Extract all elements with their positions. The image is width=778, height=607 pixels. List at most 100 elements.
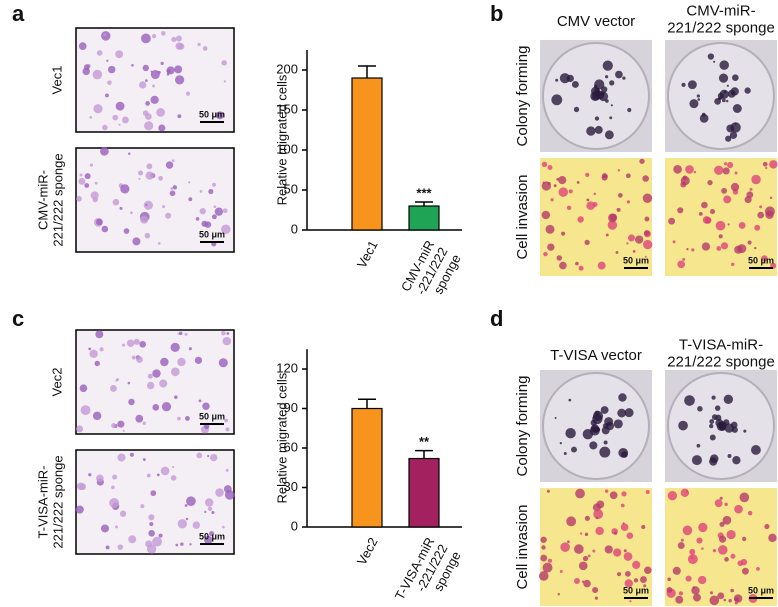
texture-spot	[584, 239, 590, 246]
texture-spot	[198, 399, 202, 403]
texture-spot	[204, 535, 213, 545]
texture-spot	[592, 202, 598, 207]
texture-spot	[225, 468, 229, 472]
texture-spot	[759, 205, 763, 209]
texture-spot	[682, 525, 693, 536]
texture-spot	[627, 107, 632, 113]
texture-spot	[589, 441, 598, 450]
texture-spot	[730, 182, 740, 192]
texture-spot	[609, 213, 617, 221]
texture-spot	[126, 339, 135, 348]
texture-spot	[715, 220, 726, 231]
texture-spot	[718, 424, 723, 429]
y-tick-label: 30	[284, 479, 298, 494]
texture-spot	[689, 99, 699, 109]
texture-spot	[723, 394, 734, 404]
texture-spot	[584, 515, 590, 521]
texture-spot	[709, 595, 720, 606]
texture-spot	[734, 601, 738, 605]
panel-label: d	[490, 306, 503, 331]
texture-spot	[117, 420, 125, 428]
texture-spot	[158, 175, 163, 181]
texture-spot	[734, 122, 737, 125]
texture-spot	[593, 410, 604, 422]
texture-spot	[696, 443, 701, 448]
texture-spot	[685, 165, 694, 174]
texture-spot	[145, 203, 148, 206]
texture-spot	[133, 338, 140, 345]
texture-spot	[143, 200, 153, 210]
texture-spot	[111, 485, 115, 490]
texture-spot	[739, 492, 750, 503]
texture-spot	[697, 98, 701, 101]
texture-spot	[152, 84, 156, 88]
texture-spot	[184, 332, 188, 336]
texture-spot	[768, 533, 777, 543]
texture-spot	[100, 146, 109, 156]
texture-spot	[754, 224, 761, 231]
x-tick-label: Vec1	[354, 238, 381, 271]
y-axis-label: Relative migrated cells	[274, 74, 289, 205]
texture-spot	[175, 543, 179, 547]
texture-spot	[156, 108, 166, 117]
texture-spot	[623, 552, 633, 561]
texture-spot	[623, 549, 627, 553]
texture-spot	[617, 192, 623, 198]
texture-spot	[210, 453, 218, 462]
texture-spot	[644, 255, 647, 258]
texture-spot	[632, 560, 641, 569]
texture-spot	[553, 184, 557, 188]
texture-spot	[171, 159, 175, 163]
texture-spot	[730, 588, 735, 593]
texture-spot	[145, 540, 153, 548]
texture-spot	[137, 170, 144, 176]
texture-spot	[218, 358, 228, 368]
texture-spot	[769, 196, 773, 199]
texture-spot	[737, 560, 744, 567]
texture-spot	[226, 332, 230, 335]
texture-spot	[152, 404, 160, 411]
texture-spot	[605, 99, 609, 103]
texture-spot	[713, 60, 716, 63]
scale-label: 50 μm	[623, 585, 649, 595]
texture-spot	[76, 425, 84, 433]
texture-spot	[626, 242, 629, 245]
texture-spot	[604, 545, 613, 554]
texture-spot	[223, 80, 226, 83]
texture-spot	[161, 402, 172, 412]
texture-spot	[189, 543, 192, 546]
texture-spot	[76, 195, 82, 202]
texture-spot	[180, 542, 184, 546]
texture-spot	[672, 240, 676, 244]
texture-spot	[724, 502, 728, 507]
texture-spot	[107, 65, 116, 74]
texture-spot	[642, 175, 649, 182]
texture-spot	[617, 408, 627, 418]
texture-spot	[691, 248, 695, 252]
texture-spot	[724, 557, 729, 562]
texture-spot	[558, 187, 569, 197]
texture-spot	[732, 104, 742, 114]
texture-spot	[645, 490, 650, 495]
texture-spot	[146, 163, 153, 170]
texture-spot	[146, 473, 151, 478]
texture-spot	[568, 189, 573, 194]
scale-label: 50 μm	[199, 531, 225, 541]
texture-spot	[722, 167, 730, 175]
texture-spot	[128, 152, 131, 155]
texture-spot	[712, 548, 717, 553]
texture-spot	[594, 116, 600, 121]
texture-spot	[84, 173, 91, 180]
texture-spot	[575, 261, 579, 266]
texture-spot	[540, 536, 547, 543]
texture-spot	[140, 504, 145, 509]
texture-spot	[714, 165, 724, 175]
y-tick-label: 200	[276, 61, 298, 76]
texture-spot	[691, 586, 700, 595]
texture-spot	[92, 411, 102, 421]
texture-spot	[207, 454, 210, 458]
texture-spot	[595, 516, 599, 520]
texture-spot	[152, 369, 161, 378]
